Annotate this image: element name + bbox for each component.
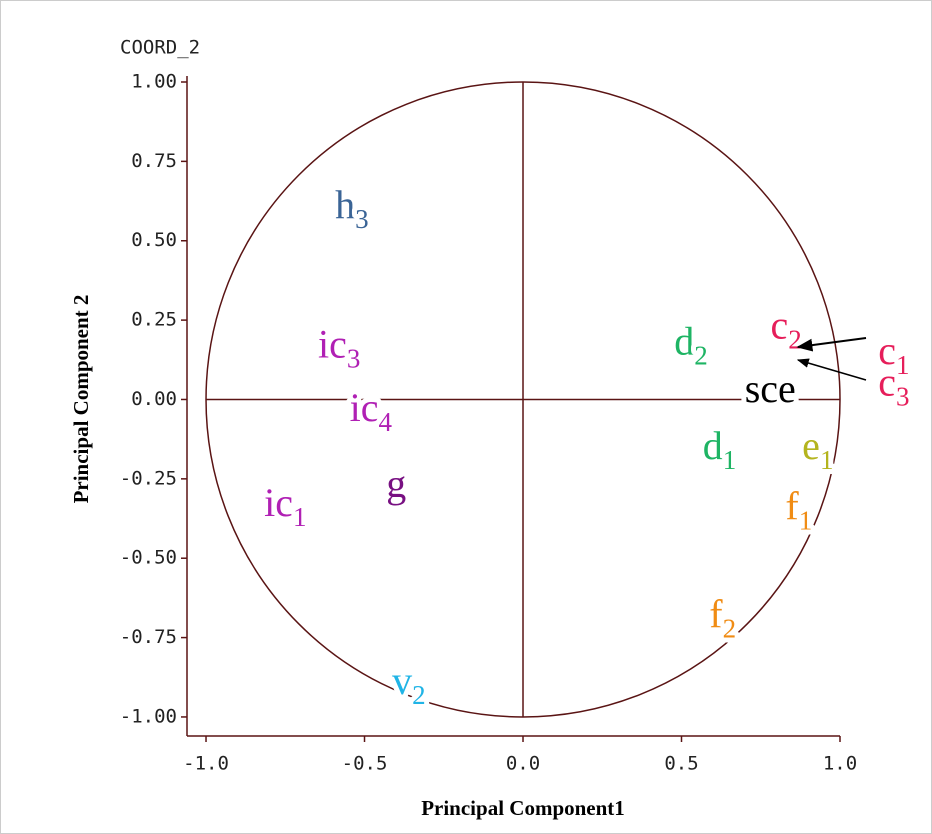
point-name: d (703, 423, 723, 468)
point-subscript: 4 (379, 407, 393, 437)
arrow (796, 358, 867, 381)
x-tick-label: 1.0 (823, 753, 857, 775)
x-tick-label: -0.5 (342, 753, 388, 775)
point-name: ic (350, 385, 379, 430)
y-tick-label: -1.00 (120, 705, 177, 727)
point-name: ic (264, 480, 293, 525)
point-subscript: 3 (896, 382, 910, 412)
x-axis-title: Principal Component1 (421, 796, 625, 820)
y-tick-label: 0.25 (131, 309, 177, 331)
point-subscript: 3 (347, 344, 361, 374)
point-subscript: 2 (412, 680, 426, 710)
point-label: e1 (802, 423, 833, 475)
point-name: h (335, 182, 355, 227)
plot-area: 1.000.750.500.250.00-0.25-0.50-0.75-1.00… (120, 71, 857, 775)
point-label: f2 (709, 591, 736, 643)
point-name: ic (318, 322, 347, 367)
x-tick-label: -1.0 (183, 753, 229, 775)
point-name: g (386, 461, 406, 506)
point-subscript: 3 (355, 204, 369, 234)
y-tick-label: -0.25 (120, 467, 177, 489)
y-tick-label: 0.75 (131, 150, 177, 172)
point-name: sce (745, 366, 796, 411)
point-subscript: 1 (723, 445, 737, 475)
point-label: ic1 (264, 480, 306, 532)
corner-label: COORD_2 (120, 37, 200, 59)
arrow (796, 337, 867, 352)
point-name: e (802, 423, 820, 468)
y-tick-label: 1.00 (131, 71, 177, 93)
point-label: d1 (703, 423, 737, 475)
x-tick-label: 0.5 (664, 753, 698, 775)
point-label: f1 (785, 483, 812, 535)
point-subscript: 1 (799, 505, 813, 535)
y-tick-label: 0.00 (131, 388, 177, 410)
y-tick-label: -0.75 (120, 626, 177, 648)
point-label: v2 (392, 658, 426, 710)
point-label: g (386, 461, 406, 506)
point-name: c (878, 360, 896, 405)
point-name: c (770, 302, 788, 347)
point-name: d (674, 318, 694, 363)
y-tick-label: -0.50 (120, 547, 177, 569)
point-subscript: 1 (820, 445, 834, 475)
point-label: d2 (674, 318, 708, 370)
point-label: c2 (770, 302, 801, 354)
y-axis-title: Principal Component 2 (69, 295, 93, 504)
point-subscript: 2 (694, 340, 708, 370)
x-tick-label: 0.0 (506, 753, 540, 775)
point-name: v (392, 658, 412, 703)
point-label: sce (745, 366, 796, 411)
point-name: f (709, 591, 723, 636)
y-tick-label: 0.50 (131, 229, 177, 251)
point-subscript: 1 (896, 350, 910, 380)
point-subscript: 2 (723, 613, 737, 643)
point-subscript: 1 (293, 502, 307, 532)
point-label: ic3 (318, 322, 360, 374)
point-label: ic4 (350, 385, 393, 437)
point-label: h3 (335, 182, 369, 234)
point-name: f (785, 483, 799, 528)
point-subscript: 2 (788, 324, 802, 354)
